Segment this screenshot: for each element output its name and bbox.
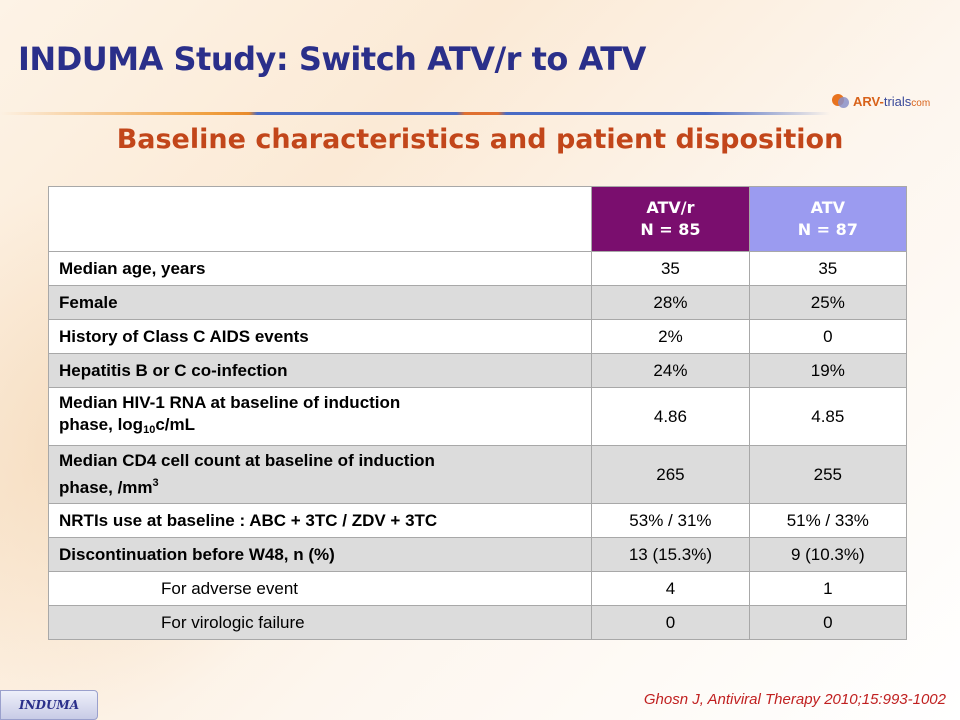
table-row: Median CD4 cell count at baseline of ind…: [47, 445, 908, 504]
citation: Ghosn J, Antiviral Therapy 2010;15:993-1…: [643, 691, 946, 708]
header-atvr: ATV/r N = 85: [591, 186, 750, 252]
row-label: Median HIV-1 RNA at baseline of inductio…: [47, 387, 593, 446]
cell-atvr: 53% / 31%: [591, 503, 750, 538]
table-row: Median HIV-1 RNA at baseline of inductio…: [47, 387, 908, 446]
cell-atvr: 265: [591, 445, 750, 504]
table-row: Hepatitis B or C co-infection 24% 19%: [47, 353, 908, 388]
row-label: Median CD4 cell count at baseline of ind…: [47, 445, 593, 504]
row-label: Median age, years: [47, 251, 593, 286]
row-label: NRTIs use at baseline : ABC + 3TC / ZDV …: [47, 503, 593, 538]
table-row: Median age, years 35 35: [47, 251, 908, 286]
table-row: For adverse event 4 1: [47, 571, 908, 606]
induma-footer-tag: INDUMA: [0, 690, 98, 720]
cell-atv: 1: [748, 571, 908, 606]
title-divider: [0, 112, 830, 115]
logo-icon: [832, 92, 850, 110]
table-row: For virologic failure 0 0: [47, 605, 908, 640]
slide-title: INDUMA Study: Switch ATV/r to ATV: [18, 40, 646, 78]
cell-atv: 9 (10.3%): [748, 537, 908, 572]
cell-atv: 4.85: [748, 387, 908, 446]
row-label: Discontinuation before W48, n (%): [47, 537, 593, 572]
cell-atvr: 24%: [591, 353, 750, 388]
cell-atv: 0: [748, 605, 908, 640]
cell-atv: 25%: [748, 285, 908, 320]
cell-atvr: 0: [591, 605, 750, 640]
table-row: History of Class C AIDS events 2% 0: [47, 319, 908, 354]
row-label: History of Class C AIDS events: [47, 319, 593, 354]
cell-atvr: 35: [591, 251, 750, 286]
slide-subtitle: Baseline characteristics and patient dis…: [116, 124, 844, 155]
table-row: NRTIs use at baseline : ABC + 3TC / ZDV …: [47, 503, 908, 538]
cell-atvr: 4.86: [591, 387, 750, 446]
row-label: Female: [47, 285, 593, 320]
table-header-row: ATV/r N = 85 ATV N = 87: [47, 186, 908, 252]
logo-text: ARV-trialscom: [853, 93, 931, 109]
cell-atv: 51% / 33%: [748, 503, 908, 538]
cell-atvr: 4: [591, 571, 750, 606]
table-row: Discontinuation before W48, n (%) 13 (15…: [47, 537, 908, 572]
row-label: For adverse event: [47, 571, 593, 606]
header-atv: ATV N = 87: [748, 186, 908, 252]
cell-atv: 255: [748, 445, 908, 504]
arv-trials-logo: ARV-trialscom: [832, 90, 930, 112]
cell-atvr: 2%: [591, 319, 750, 354]
row-label: For virologic failure: [47, 605, 593, 640]
cell-atv: 19%: [748, 353, 908, 388]
row-label: Hepatitis B or C co-infection: [47, 353, 593, 388]
baseline-table: ATV/r N = 85 ATV N = 87 Median age, years …: [47, 186, 908, 640]
cell-atvr: 13 (15.3%): [591, 537, 750, 572]
cell-atvr: 28%: [591, 285, 750, 320]
cell-atv: 0: [748, 319, 908, 354]
table-row: Female 28% 25%: [47, 285, 908, 320]
header-blank-cell: [47, 186, 593, 252]
cell-atv: 35: [748, 251, 908, 286]
